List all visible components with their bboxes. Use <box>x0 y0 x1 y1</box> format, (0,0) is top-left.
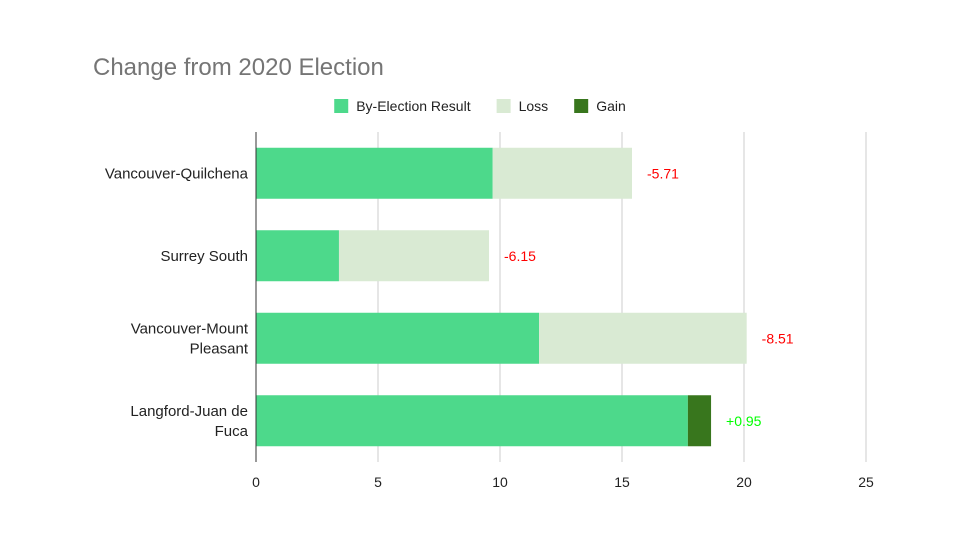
bar-gain <box>687 395 712 447</box>
data-label: +0.95 <box>726 413 762 429</box>
category-label: Pleasant <box>190 340 249 357</box>
bar-loss <box>539 312 747 364</box>
category-label: Langford-Juan de <box>130 403 248 420</box>
labels: -5.71 Vancouver-Quilchena -6.15 Surrey Sout… <box>105 165 794 440</box>
legend: By-Election Result Loss Gain <box>334 98 626 114</box>
data-label: -6.15 <box>504 248 536 264</box>
category-label: Surrey South <box>160 248 248 265</box>
x-tick-label: 0 <box>252 474 260 490</box>
bar-by-election-result <box>256 230 339 282</box>
legend-swatch <box>496 99 511 113</box>
legend-label: Loss <box>519 98 549 114</box>
category-label: Vancouver-Quilchena <box>105 165 249 182</box>
x-tick-label: 25 <box>858 474 874 490</box>
data-label: -5.71 <box>647 165 679 181</box>
category-label: Fuca <box>215 423 249 440</box>
legend-label: Gain <box>596 98 626 114</box>
bar-by-election-result <box>256 395 688 447</box>
category-label: Vancouver-Mount <box>131 320 249 337</box>
bar-loss <box>492 147 633 199</box>
x-tick-label: 20 <box>736 474 752 490</box>
x-tick-label: 5 <box>374 474 382 490</box>
x-tick-label: 15 <box>614 474 630 490</box>
bar-by-election-result <box>256 312 540 364</box>
bar-by-election-result <box>256 147 493 199</box>
legend-swatch <box>334 99 349 113</box>
axis: 0 5 10 15 20 25 <box>252 132 874 490</box>
data-label: -8.51 <box>762 330 794 346</box>
x-tick-label: 10 <box>492 474 508 490</box>
bar-loss <box>338 230 490 282</box>
legend-label: By-Election Result <box>356 98 470 114</box>
bars <box>256 147 747 447</box>
legend-swatch <box>574 99 589 113</box>
chart-title: Change from 2020 Election <box>93 54 384 81</box>
